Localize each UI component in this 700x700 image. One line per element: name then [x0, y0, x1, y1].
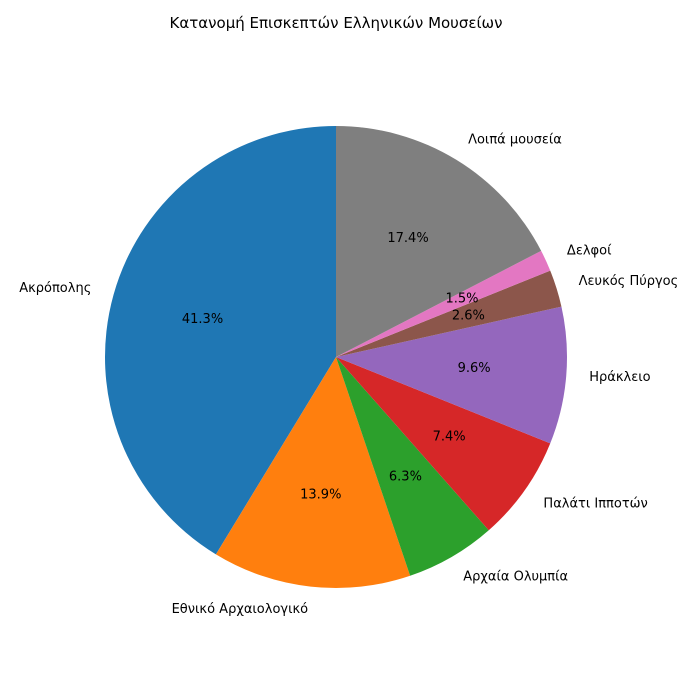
slice-label-3: Παλάτι Ιπποτών	[543, 496, 647, 511]
pct-label-5: 2.6%	[452, 308, 485, 323]
slice-label-1: Εθνικό Αρχαιολογικό	[172, 602, 309, 617]
pie-slice-5	[336, 270, 562, 357]
pct-label-0: 41.3%	[182, 312, 223, 327]
slice-labels: Ακρόπολης Εθνικό Αρχαιολογικό Αρχαία Ολυμπ…	[19, 132, 678, 617]
percentage-labels: 41.3% 13.9% 6.3% 7.4% 9.6% 2.6%1.5% 17.4%	[182, 231, 491, 502]
pie-slice-7	[336, 126, 542, 357]
pie-slice-4	[336, 306, 567, 444]
pie-slice-1	[215, 357, 411, 588]
pct-label-4: 9.6%	[458, 361, 491, 376]
pie-slice-2	[336, 357, 489, 576]
pie-slices	[105, 126, 567, 588]
slice-label-2: Αρχαία Ολυμπία	[463, 569, 568, 584]
slice-label-6: Δελφοί	[567, 243, 612, 258]
pct-label-6: 1.5%	[445, 292, 478, 307]
pie-slice-0	[105, 126, 337, 555]
slice-label-4: Ηράκλειο	[589, 370, 650, 385]
chart-title: Κατανομή Επισκεπτών Ελληνικών Μουσείων	[170, 14, 503, 32]
pct-label-7: 17.4%	[387, 231, 428, 246]
pct-label-2: 6.3%	[389, 469, 422, 484]
slice-label-5: Λευκός Πύργος	[579, 274, 679, 289]
pct-label-1: 13.9%	[300, 487, 341, 502]
pie-slice-6	[336, 250, 551, 357]
pie-slice-3	[336, 357, 551, 531]
slice-label-0: Ακρόπολης	[19, 281, 91, 296]
pct-label-3: 7.4%	[433, 430, 466, 445]
slice-label-7: Λοιπά μουσεία	[468, 132, 562, 147]
